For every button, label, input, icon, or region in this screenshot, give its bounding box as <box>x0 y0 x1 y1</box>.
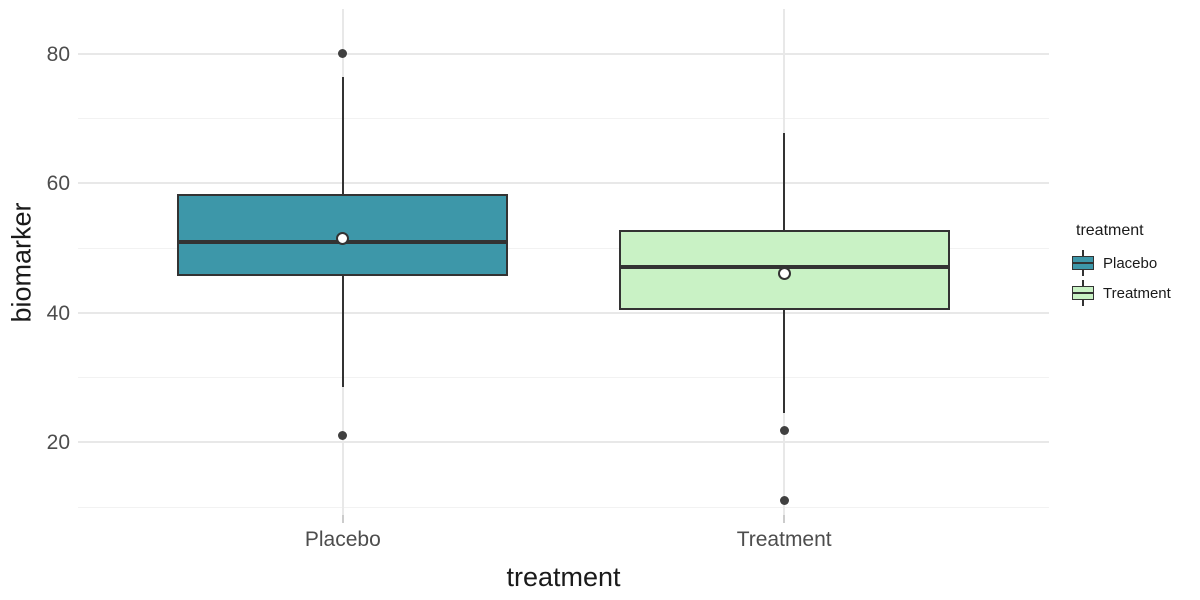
gridline-minor <box>78 117 1049 119</box>
legend: treatment Placebo Treatment <box>1072 222 1171 308</box>
upper-whisker-line <box>783 133 786 230</box>
gridline-major <box>78 311 1049 314</box>
legend-entry-label: Treatment <box>1103 284 1171 302</box>
plot-panel <box>78 9 1049 515</box>
legend-entry-label: Placebo <box>1103 254 1158 272</box>
legend-key-boxplot-icon <box>1072 250 1094 276</box>
mean-point <box>336 231 350 245</box>
lower-whisker-line <box>783 309 786 414</box>
gridline-major <box>78 182 1049 185</box>
legend-entries: Placebo Treatment <box>1072 248 1171 308</box>
outlier-point <box>338 49 348 59</box>
legend-entry: Placebo <box>1072 248 1171 278</box>
y-tick-label: 20 <box>46 431 70 455</box>
x-tick-label: Placebo <box>304 528 381 551</box>
outlier-point <box>338 431 348 441</box>
gridline-major <box>78 441 1049 444</box>
legend-title: treatment <box>1076 222 1144 239</box>
y-tick-label: 60 <box>46 172 70 196</box>
gridline-major <box>78 52 1049 55</box>
upper-whisker-line <box>341 77 344 195</box>
x-axis-title: treatment <box>506 562 621 592</box>
x-tick-mark <box>783 515 786 523</box>
legend-entry: Treatment <box>1072 278 1171 308</box>
legend-key-boxplot-icon <box>1072 280 1094 306</box>
lower-whisker-line <box>341 275 344 388</box>
y-tick-label: 40 <box>46 301 70 325</box>
x-tick-mark <box>341 515 344 523</box>
gridline-minor <box>78 377 1049 379</box>
x-tick-label: Treatment <box>736 528 832 551</box>
y-tick-label: 80 <box>46 42 70 66</box>
outlier-point <box>779 495 789 505</box>
legend-key-median <box>1072 292 1094 294</box>
legend-key-median <box>1072 262 1094 264</box>
gridline-minor <box>78 247 1049 249</box>
gridline-minor <box>78 506 1049 508</box>
outlier-point <box>779 426 789 436</box>
mean-point <box>777 266 791 280</box>
